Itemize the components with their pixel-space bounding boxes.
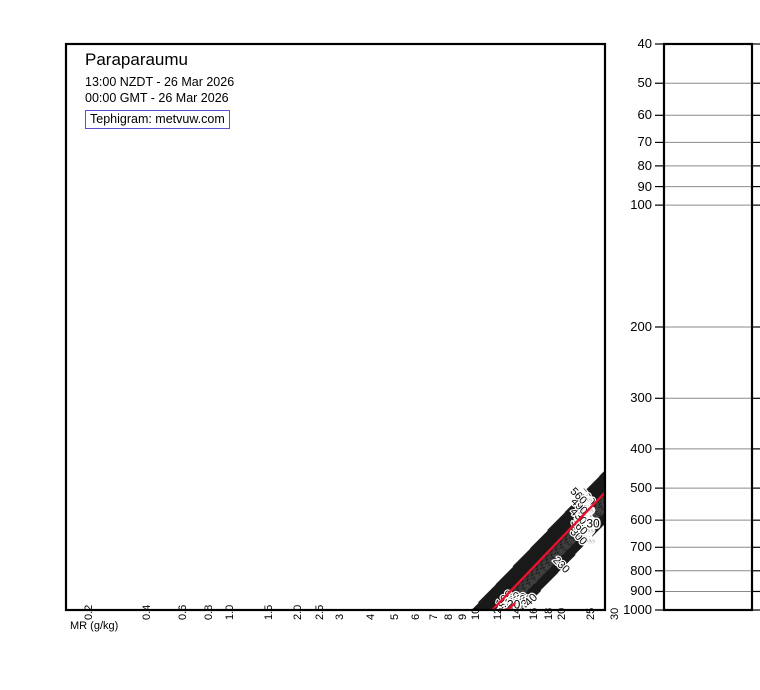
mixing-ratio-axis-label: MR (g/kg) [70, 620, 118, 632]
mixing-ratio-line [501, 500, 605, 610]
mixing-ratio-tick-label: 9 [457, 614, 469, 620]
pressure-tick-label: 600 [606, 512, 652, 527]
page-title: Paraparaumu [85, 50, 188, 70]
pressure-tick-label: 100 [606, 197, 652, 212]
saturated-adiabat [0, 659, 460, 690]
mixing-ratio-line [507, 506, 605, 610]
credit-link[interactable]: Tephigram: metvuw.com [85, 110, 230, 130]
gridline [0, 663, 472, 690]
pressure-tick-label: 400 [606, 441, 652, 456]
mixing-ratio-tick-label: 0.6 [177, 605, 189, 620]
pressure-tick-label: 80 [606, 158, 652, 173]
gridline [0, 681, 454, 690]
mixing-ratio-tick-label: 12 [492, 608, 504, 620]
pressure-tick-label: 900 [606, 583, 652, 598]
temperature-tick-label: 10 [427, 679, 441, 690]
mixing-ratio-line [519, 507, 605, 600]
gridline [515, 520, 605, 610]
gridline [0, 627, 506, 690]
pressure-tick-label: 800 [606, 563, 652, 578]
mixing-ratio-tick-label: 2.5 [314, 605, 326, 620]
mixing-ratio-tick-label: 16 [528, 608, 540, 620]
mixing-ratio-tick-label: 1.5 [263, 605, 275, 620]
saturated-adiabat [0, 627, 492, 690]
mixing-ratio-line [576, 509, 605, 541]
mixing-ratio-tick-label: 8 [443, 614, 455, 620]
gridline [512, 517, 605, 610]
dewpoint-line [50, 631, 486, 690]
gridline [511, 516, 605, 610]
gridline [755, 0, 760, 314]
saturated-adiabat [505, 509, 605, 610]
pressure-tick-label: 50 [606, 75, 652, 90]
gridline [477, 482, 605, 610]
mixing-ratio-line [499, 498, 605, 610]
utc-time-label: 00:00 GMT - 26 Mar 2026 [85, 91, 229, 105]
local-time-label: 13:00 NZDT - 26 Mar 2026 [85, 75, 234, 89]
gridline [513, 518, 605, 610]
pressure-tick-label: 90 [606, 179, 652, 194]
pressure-gridlines [665, 82, 751, 592]
mixing-ratio-tick-label: 14 [511, 608, 523, 620]
mixing-ratio-tick-label: 20 [556, 608, 568, 620]
gridline [479, 484, 605, 610]
saturated-adiabat [507, 593, 525, 610]
mixing-ratio-tick-label: 0.2 [83, 605, 95, 620]
mixing-ratio-tick-label: 6 [410, 614, 422, 620]
pressure-tick-label: 70 [606, 134, 652, 149]
gridline [475, 480, 605, 610]
gridline [476, 481, 605, 610]
pressure-tick-label: 500 [606, 480, 652, 495]
gridline [498, 503, 605, 610]
mixing-ratio-tick-label: 3 [334, 614, 346, 620]
mixing-ratio-tick-label: 18 [543, 608, 555, 620]
pressure-tick-label: 1000 [606, 602, 652, 617]
saturated-adiabat-lines [0, 509, 605, 690]
pressure-tick-label: 60 [606, 107, 652, 122]
gridline [495, 500, 605, 610]
gridline [514, 519, 605, 610]
mixing-ratio-tick-label: 10 [470, 608, 482, 620]
mixing-ratio-tick-label: 0.4 [141, 605, 153, 620]
temperature-tick-label: 30 [586, 517, 600, 531]
mixing-ratio-tick-label: 25 [585, 608, 597, 620]
pressure-panel [655, 42, 760, 612]
pressure-tick-label: 700 [606, 539, 652, 554]
mixing-ratio-line [534, 507, 605, 584]
mixing-ratio-tick-label: 2.0 [292, 605, 304, 620]
plot-frame [64, 42, 607, 612]
gridline [476, 481, 605, 610]
gridline [509, 514, 605, 610]
mixing-ratio-tick-label: 0.8 [203, 605, 215, 620]
dewpoint-trace [50, 631, 486, 690]
pressure-ticks [655, 43, 760, 611]
mixing-ratio-line [547, 508, 605, 571]
pressure-tick-label: 300 [606, 390, 652, 405]
gridline [515, 520, 605, 610]
gridline [478, 483, 605, 610]
mixing-ratio-tick-label: 1.0 [224, 605, 236, 620]
gridline [474, 479, 605, 610]
mixing-ratio-tick-label: 4 [365, 614, 377, 620]
pressure-tick-label: 40 [606, 36, 652, 51]
pressure-tick-label: 200 [606, 319, 652, 334]
mixing-ratio-line [496, 495, 605, 610]
mixing-ratio-tick-label: 5 [389, 614, 401, 620]
gridline [510, 515, 605, 610]
mixing-ratio-tick-label: 7 [428, 614, 440, 620]
gridline [512, 517, 605, 610]
gridline [0, 645, 489, 690]
gridline [509, 514, 605, 610]
